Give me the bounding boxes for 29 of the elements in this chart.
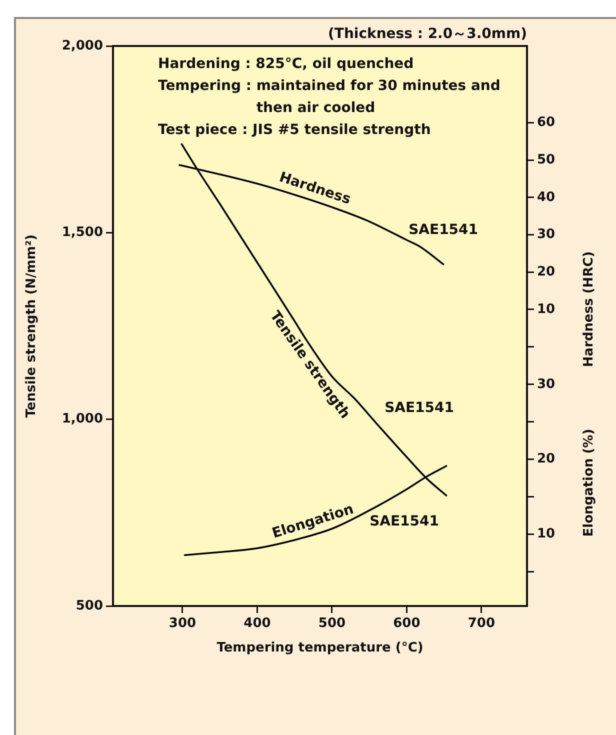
y-tick-label: 2,000	[62, 38, 103, 54]
y2-tick-label: 30	[537, 227, 556, 242]
y3-tick-label: 30	[537, 376, 556, 392]
y2-tick-label: 20	[537, 264, 556, 280]
text: (Thickness : 2.0～3.0mm)	[328, 26, 527, 42]
annotation: SAE1541	[370, 514, 440, 530]
x-tick-label: 500	[318, 616, 346, 632]
annotation: Tempering : maintained for 30 minutes and then air cooled	[158, 78, 500, 116]
y2-tick-label: 40	[537, 190, 556, 205]
annotation: Hardening : 825°C, oil quenched	[158, 56, 414, 72]
annotation: Test piece : JIS #5 tensile strength	[158, 122, 431, 138]
y2-tick-label: 60	[537, 115, 556, 130]
x-tick-label: 300	[168, 616, 196, 632]
y3-tick-label: 10	[537, 526, 556, 542]
x-tick-label: 600	[393, 616, 420, 632]
y-tick-label: 1,000	[62, 412, 103, 427]
y3-axis-title: Elongation (%)	[581, 428, 596, 537]
x-tick-label: 700	[468, 616, 495, 632]
y2-tick-label: 10	[537, 302, 556, 317]
annotation: SAE1541	[408, 222, 478, 238]
x-tick-label: 400	[244, 616, 271, 632]
y2-tick-label: 50	[537, 152, 556, 168]
y2-axis-title: Hardness (HRC)	[581, 251, 596, 368]
y3-tick-label: 20	[537, 452, 556, 467]
annotation: SAE1541	[384, 400, 454, 416]
y-tick-label: 500	[76, 598, 103, 614]
x-axis-title: Tempering temperature (°C)	[216, 640, 424, 656]
y-axis-title: Tensile strength (N/mm²)	[24, 234, 40, 418]
y-tick-label: 1,500	[62, 225, 103, 240]
